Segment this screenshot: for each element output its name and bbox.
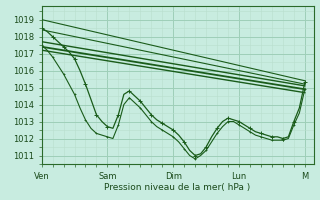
X-axis label: Pression niveau de la mer( hPa ): Pression niveau de la mer( hPa ) — [104, 183, 251, 192]
